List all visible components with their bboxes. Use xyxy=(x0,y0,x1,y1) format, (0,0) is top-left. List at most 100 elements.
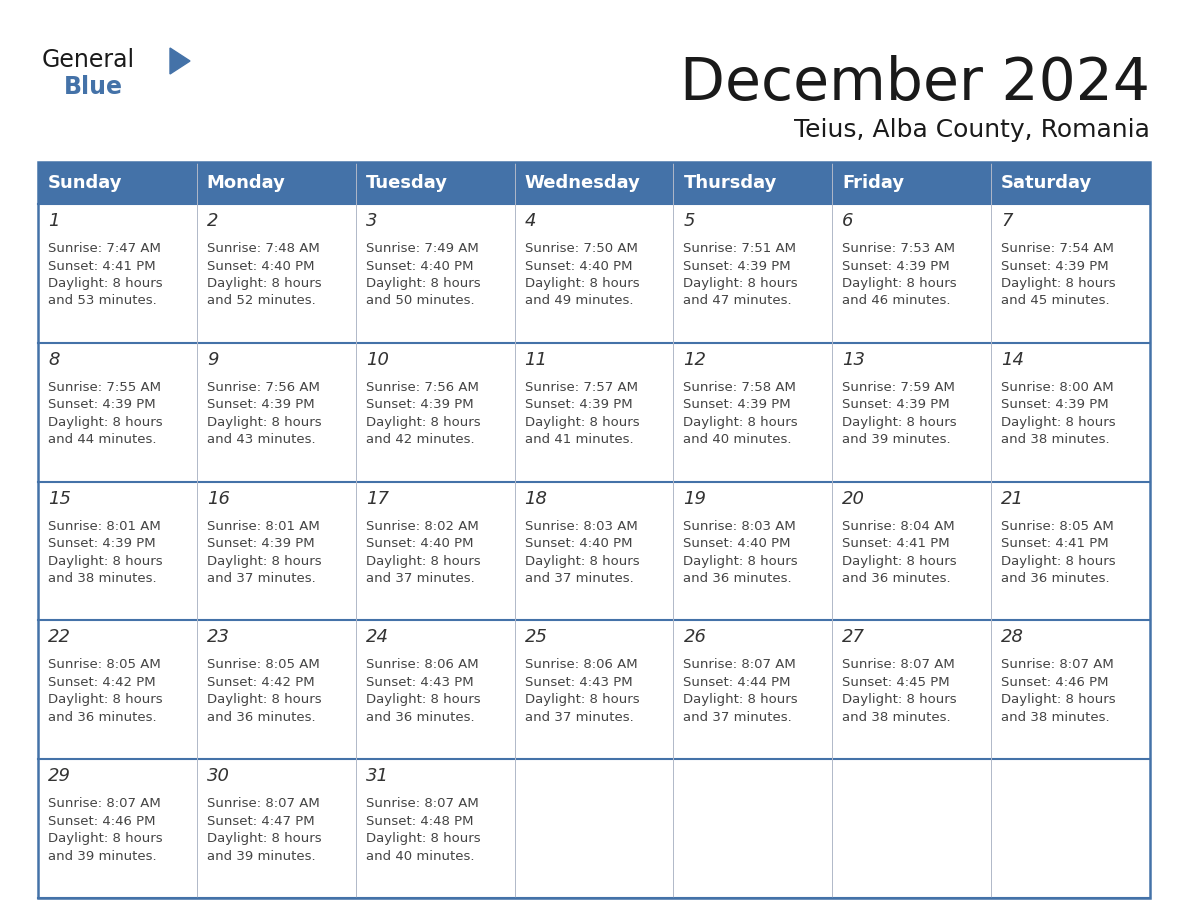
Bar xyxy=(38,342,1150,482)
Text: 30: 30 xyxy=(207,767,229,785)
Text: Daylight: 8 hours: Daylight: 8 hours xyxy=(1001,554,1116,567)
Text: Daylight: 8 hours: Daylight: 8 hours xyxy=(683,693,798,706)
Text: Daylight: 8 hours: Daylight: 8 hours xyxy=(207,833,322,845)
Text: Sunset: 4:39 PM: Sunset: 4:39 PM xyxy=(207,398,315,411)
Text: Sunday: Sunday xyxy=(48,174,122,192)
Text: Sunset: 4:40 PM: Sunset: 4:40 PM xyxy=(683,537,791,550)
Text: Sunrise: 8:03 AM: Sunrise: 8:03 AM xyxy=(525,520,637,532)
Text: Daylight: 8 hours: Daylight: 8 hours xyxy=(48,277,163,290)
Text: Sunset: 4:39 PM: Sunset: 4:39 PM xyxy=(207,537,315,550)
Text: 15: 15 xyxy=(48,489,71,508)
Text: and 41 minutes.: and 41 minutes. xyxy=(525,433,633,446)
Text: Sunrise: 7:51 AM: Sunrise: 7:51 AM xyxy=(683,242,796,255)
Text: and 37 minutes.: and 37 minutes. xyxy=(683,711,792,724)
Text: Sunrise: 7:49 AM: Sunrise: 7:49 AM xyxy=(366,242,479,255)
Text: Daylight: 8 hours: Daylight: 8 hours xyxy=(366,693,480,706)
Text: 19: 19 xyxy=(683,489,707,508)
Text: and 39 minutes.: and 39 minutes. xyxy=(207,850,316,863)
Text: and 37 minutes.: and 37 minutes. xyxy=(207,572,316,585)
Bar xyxy=(38,204,1150,342)
Text: Sunrise: 8:07 AM: Sunrise: 8:07 AM xyxy=(207,797,320,811)
Bar xyxy=(38,162,1150,898)
Text: Daylight: 8 hours: Daylight: 8 hours xyxy=(207,554,322,567)
Text: Daylight: 8 hours: Daylight: 8 hours xyxy=(842,693,956,706)
Text: Sunset: 4:39 PM: Sunset: 4:39 PM xyxy=(683,260,791,273)
Text: 14: 14 xyxy=(1001,351,1024,369)
Text: Daylight: 8 hours: Daylight: 8 hours xyxy=(366,416,480,429)
Text: and 40 minutes.: and 40 minutes. xyxy=(366,850,474,863)
Text: Daylight: 8 hours: Daylight: 8 hours xyxy=(207,277,322,290)
Text: Daylight: 8 hours: Daylight: 8 hours xyxy=(1001,277,1116,290)
Text: Sunset: 4:40 PM: Sunset: 4:40 PM xyxy=(366,260,473,273)
Text: Sunrise: 7:56 AM: Sunrise: 7:56 AM xyxy=(366,381,479,394)
Text: Sunrise: 7:59 AM: Sunrise: 7:59 AM xyxy=(842,381,955,394)
Text: 23: 23 xyxy=(207,629,229,646)
Text: Daylight: 8 hours: Daylight: 8 hours xyxy=(683,416,798,429)
Text: Sunset: 4:48 PM: Sunset: 4:48 PM xyxy=(366,814,473,828)
Text: Sunrise: 8:06 AM: Sunrise: 8:06 AM xyxy=(525,658,637,671)
Text: Sunrise: 8:07 AM: Sunrise: 8:07 AM xyxy=(48,797,160,811)
Text: Sunset: 4:39 PM: Sunset: 4:39 PM xyxy=(525,398,632,411)
Text: Sunrise: 8:00 AM: Sunrise: 8:00 AM xyxy=(1001,381,1114,394)
Text: General: General xyxy=(42,48,135,72)
Text: and 37 minutes.: and 37 minutes. xyxy=(525,572,633,585)
Text: 13: 13 xyxy=(842,351,865,369)
Text: 3: 3 xyxy=(366,212,378,230)
Text: Sunrise: 8:07 AM: Sunrise: 8:07 AM xyxy=(366,797,479,811)
Text: Sunset: 4:46 PM: Sunset: 4:46 PM xyxy=(1001,676,1108,688)
Text: 12: 12 xyxy=(683,351,707,369)
Text: Sunrise: 8:07 AM: Sunrise: 8:07 AM xyxy=(1001,658,1114,671)
Bar xyxy=(38,621,1150,759)
Text: Sunrise: 8:05 AM: Sunrise: 8:05 AM xyxy=(48,658,160,671)
Text: and 36 minutes.: and 36 minutes. xyxy=(48,711,157,724)
Text: Sunset: 4:39 PM: Sunset: 4:39 PM xyxy=(366,398,473,411)
Text: Sunrise: 8:07 AM: Sunrise: 8:07 AM xyxy=(683,658,796,671)
Bar xyxy=(38,759,1150,898)
Text: Sunrise: 7:58 AM: Sunrise: 7:58 AM xyxy=(683,381,796,394)
Text: Daylight: 8 hours: Daylight: 8 hours xyxy=(525,277,639,290)
Text: and 45 minutes.: and 45 minutes. xyxy=(1001,295,1110,308)
Text: 8: 8 xyxy=(48,351,59,369)
Text: Sunset: 4:43 PM: Sunset: 4:43 PM xyxy=(525,676,632,688)
Text: 21: 21 xyxy=(1001,489,1024,508)
Text: 18: 18 xyxy=(525,489,548,508)
Text: Sunset: 4:40 PM: Sunset: 4:40 PM xyxy=(207,260,315,273)
Text: and 38 minutes.: and 38 minutes. xyxy=(1001,433,1110,446)
Text: Daylight: 8 hours: Daylight: 8 hours xyxy=(683,277,798,290)
Text: Daylight: 8 hours: Daylight: 8 hours xyxy=(525,554,639,567)
Text: Sunrise: 8:04 AM: Sunrise: 8:04 AM xyxy=(842,520,955,532)
Text: Sunrise: 8:07 AM: Sunrise: 8:07 AM xyxy=(842,658,955,671)
Text: Daylight: 8 hours: Daylight: 8 hours xyxy=(366,833,480,845)
Text: Sunset: 4:39 PM: Sunset: 4:39 PM xyxy=(683,398,791,411)
Text: 2: 2 xyxy=(207,212,219,230)
Text: Sunrise: 7:53 AM: Sunrise: 7:53 AM xyxy=(842,242,955,255)
Text: Daylight: 8 hours: Daylight: 8 hours xyxy=(842,277,956,290)
Text: Sunrise: 8:05 AM: Sunrise: 8:05 AM xyxy=(207,658,320,671)
Text: 20: 20 xyxy=(842,489,865,508)
Text: Blue: Blue xyxy=(64,75,124,99)
Text: Sunset: 4:39 PM: Sunset: 4:39 PM xyxy=(842,398,950,411)
Polygon shape xyxy=(170,48,190,74)
Text: Sunrise: 8:01 AM: Sunrise: 8:01 AM xyxy=(48,520,160,532)
Text: Sunset: 4:39 PM: Sunset: 4:39 PM xyxy=(48,398,156,411)
Text: 28: 28 xyxy=(1001,629,1024,646)
Text: Daylight: 8 hours: Daylight: 8 hours xyxy=(48,693,163,706)
Text: Daylight: 8 hours: Daylight: 8 hours xyxy=(683,554,798,567)
Text: Friday: Friday xyxy=(842,174,904,192)
Text: and 46 minutes.: and 46 minutes. xyxy=(842,295,950,308)
Text: Saturday: Saturday xyxy=(1001,174,1093,192)
Text: and 36 minutes.: and 36 minutes. xyxy=(683,572,792,585)
Text: Sunset: 4:40 PM: Sunset: 4:40 PM xyxy=(366,537,473,550)
Text: Sunset: 4:46 PM: Sunset: 4:46 PM xyxy=(48,814,156,828)
Text: 6: 6 xyxy=(842,212,854,230)
Text: and 36 minutes.: and 36 minutes. xyxy=(207,711,316,724)
Text: Daylight: 8 hours: Daylight: 8 hours xyxy=(842,416,956,429)
Text: Daylight: 8 hours: Daylight: 8 hours xyxy=(48,554,163,567)
Text: Sunrise: 7:55 AM: Sunrise: 7:55 AM xyxy=(48,381,162,394)
Text: and 37 minutes.: and 37 minutes. xyxy=(525,711,633,724)
Text: Sunrise: 7:48 AM: Sunrise: 7:48 AM xyxy=(207,242,320,255)
Text: 4: 4 xyxy=(525,212,536,230)
Text: 17: 17 xyxy=(366,489,388,508)
Text: Monday: Monday xyxy=(207,174,286,192)
Text: Sunset: 4:41 PM: Sunset: 4:41 PM xyxy=(48,260,156,273)
